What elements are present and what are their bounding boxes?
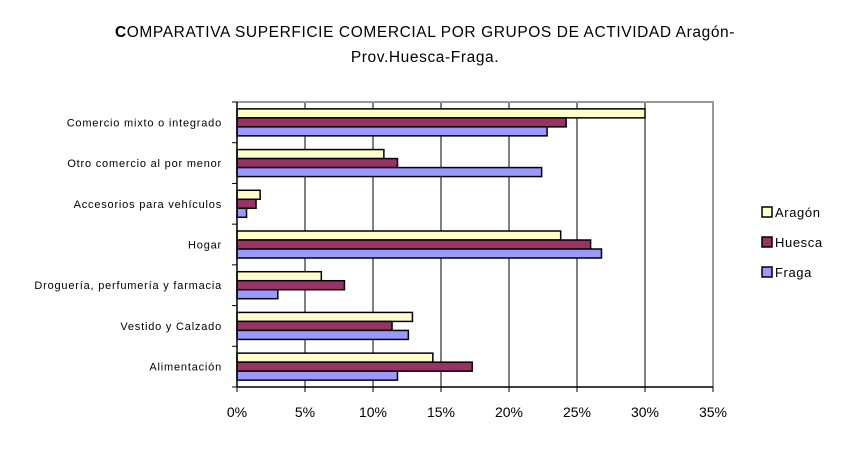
plot-border — [237, 101, 714, 387]
bar-aragón — [236, 189, 261, 201]
category-label: Accesorios para vehículos — [74, 199, 222, 211]
bar-aragón — [236, 311, 414, 323]
x-tick-label: 35% — [699, 404, 727, 420]
bar-fraga — [236, 207, 248, 219]
legend-swatch-fraga — [761, 266, 773, 278]
bar-huesca — [236, 320, 393, 332]
bar-fraga — [236, 370, 399, 381]
bar-aragón — [236, 148, 385, 160]
bar-aragón — [236, 230, 562, 241]
bar-aragón — [236, 108, 646, 119]
bar-fraga — [236, 329, 410, 341]
x-tick-label: 25% — [563, 404, 591, 420]
bar-huesca — [236, 157, 399, 169]
bar-fraga — [236, 166, 543, 178]
legend: Aragón Huesca Fraga — [761, 205, 823, 280]
chart-title: COMPARATIVA SUPERFICIE COMERCIAL POR GRU… — [114, 24, 736, 66]
x-tick-label: 10% — [359, 404, 387, 420]
bar-huesca — [236, 117, 567, 128]
legend-label: Fraga — [775, 265, 812, 280]
category-label: Vestido y Calzado — [120, 321, 222, 333]
bar-fraga — [236, 288, 279, 300]
legend-label: Aragón — [775, 205, 821, 220]
category-label: Hogar — [188, 240, 222, 252]
bar-fraga — [236, 126, 548, 137]
bar-fraga — [236, 248, 603, 259]
legend-swatch-aragón — [761, 206, 773, 218]
legend-swatch-huesca — [761, 236, 773, 248]
x-tick-label: 30% — [631, 404, 659, 420]
category-label: Otro comercio al por menor — [67, 158, 222, 170]
bar-huesca — [236, 361, 474, 372]
bar-aragón — [236, 352, 434, 363]
legend-label: Huesca — [775, 235, 823, 250]
category-label: Comercio mixto o integrado — [67, 117, 222, 129]
bar-huesca — [236, 239, 592, 250]
x-tick-label: 15% — [427, 404, 455, 420]
category-label: Droguería, perfumería y farmacia — [34, 280, 222, 292]
x-tick-label: 0% — [227, 404, 247, 420]
bar-aragón — [236, 270, 323, 282]
bar-huesca — [236, 279, 346, 291]
bar-huesca — [236, 198, 257, 210]
x-tick-label: 5% — [295, 404, 315, 420]
category-label: Alimentación — [149, 362, 222, 374]
x-tick-label: 20% — [495, 404, 523, 420]
